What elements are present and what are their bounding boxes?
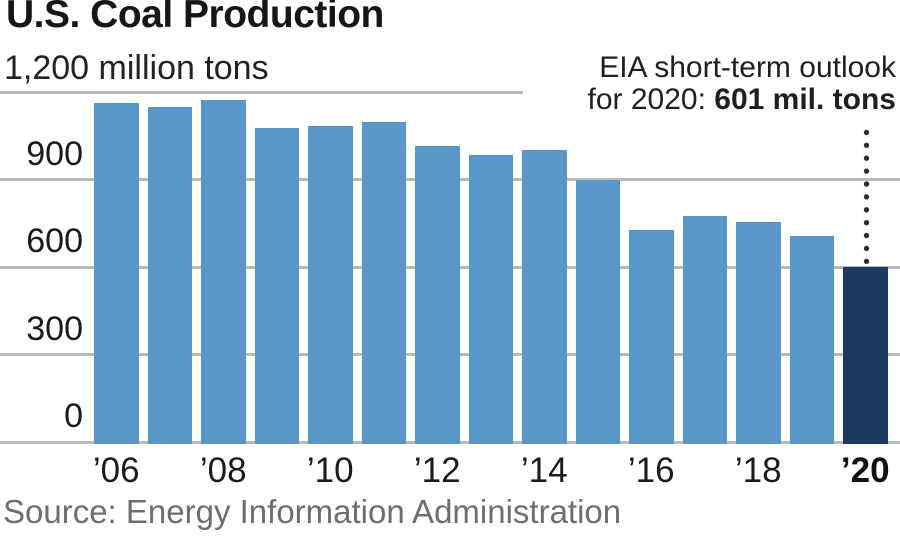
- bar-2006: [94, 102, 139, 444]
- x-tick-label-16: ’16: [627, 451, 675, 490]
- gridline-1200: [0, 90, 523, 94]
- bar-2020: [843, 266, 888, 444]
- bar-2014: [522, 150, 567, 444]
- x-tick-label-08: ’08: [199, 451, 247, 490]
- x-tick-label-10: ’10: [306, 451, 354, 490]
- y-tick-label-0: 0: [64, 397, 83, 435]
- outlook-annotation-value: 601 mil. tons: [714, 83, 896, 116]
- outlook-annotation-line1: EIA short-term outlook: [599, 51, 896, 84]
- outlook-annotation-line2-prefix: for 2020:: [587, 83, 715, 116]
- x-tick-label-18: ’18: [734, 451, 782, 490]
- source-note: Source: Energy Information Administratio…: [3, 493, 622, 530]
- outlook-annotation: EIA short-term outlook for 2020: 601 mil…: [588, 52, 897, 116]
- bar-2016: [629, 229, 674, 444]
- y-tick-label-600: 600: [26, 222, 83, 260]
- bar-2017: [682, 215, 727, 444]
- y-tick-label-900: 900: [26, 134, 83, 173]
- bar-2008: [201, 100, 246, 444]
- y-tick-label-300: 300: [26, 309, 83, 348]
- bar-2012: [415, 145, 460, 444]
- bar-2015: [575, 180, 620, 444]
- chart-title: U.S. Coal Production: [6, 0, 384, 36]
- x-tick-label-14: ’14: [520, 451, 568, 490]
- outlook-annotation-line2: for 2020: 601 mil. tons: [588, 84, 897, 116]
- bar-2009: [254, 128, 299, 444]
- bar-2011: [361, 122, 406, 444]
- bar-2013: [468, 154, 513, 444]
- x-tick-label-06: ’06: [92, 451, 140, 490]
- bar-2018: [736, 221, 781, 444]
- y-axis-unit-label: 1,200 million tons: [4, 49, 269, 87]
- x-tick-label-12: ’12: [413, 451, 461, 490]
- bar-2007: [147, 107, 192, 444]
- bar-2019: [789, 236, 834, 444]
- outlook-dotted-line: [862, 126, 871, 264]
- bar-2010: [308, 125, 353, 444]
- x-tick-label-20: ’20: [840, 451, 890, 490]
